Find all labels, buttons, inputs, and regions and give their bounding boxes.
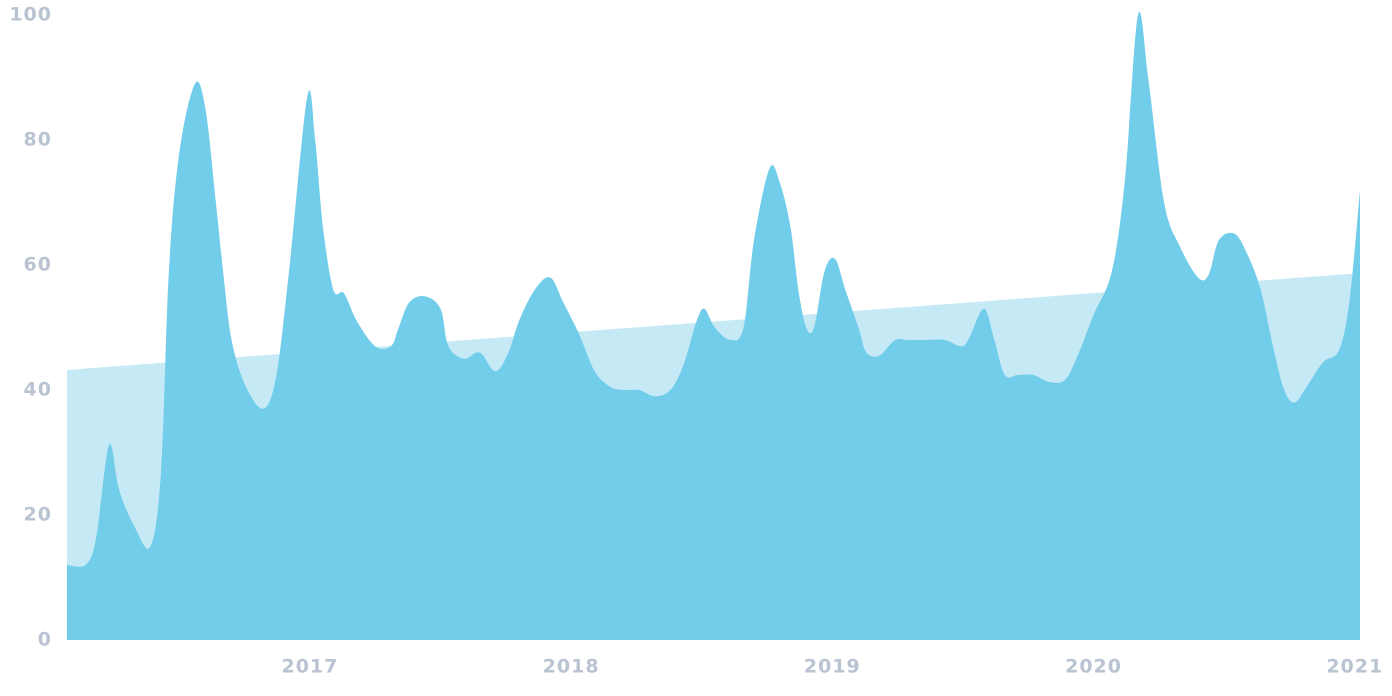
x-tick-label: 2018 — [543, 656, 600, 678]
x-tick-label: 2020 — [1065, 656, 1122, 678]
y-tick-label: 100 — [9, 4, 52, 26]
y-tick-label: 40 — [24, 379, 52, 401]
y-tick-label: 0 — [38, 629, 52, 651]
x-tick-label: 2019 — [804, 656, 861, 678]
y-tick-label: 60 — [24, 254, 52, 276]
y-tick-label: 20 — [24, 504, 52, 526]
area — [67, 11, 1360, 640]
y-tick-label: 80 — [24, 129, 52, 151]
x-tick-label: 2021 — [1326, 656, 1383, 678]
x-tick-label: 2017 — [281, 656, 338, 678]
